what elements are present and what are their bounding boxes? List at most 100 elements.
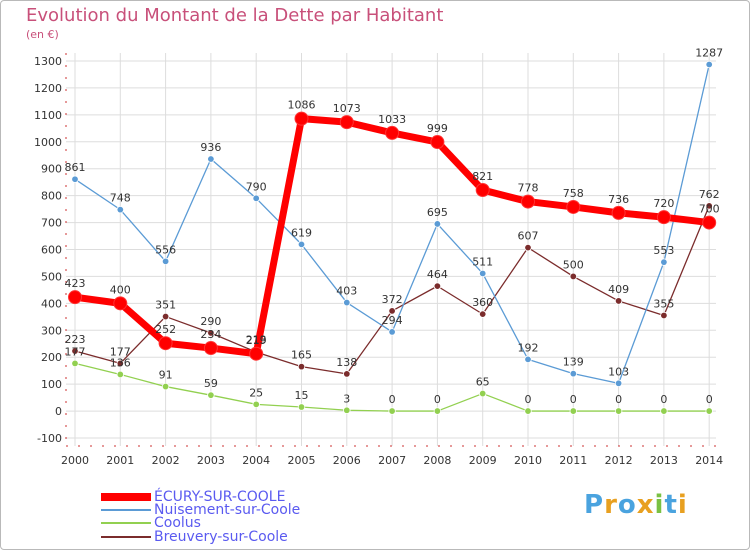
data-label: 3 — [343, 392, 350, 405]
data-label: 1287 — [695, 47, 723, 60]
y-tick-label: 1100 — [34, 109, 62, 122]
data-label: 65 — [476, 376, 490, 389]
legend-swatch-breuvery — [101, 536, 151, 538]
data-point — [343, 298, 351, 307]
data-label: 736 — [608, 193, 629, 206]
y-tick-label: 500 — [41, 270, 62, 283]
x-tick-label: 2003 — [197, 454, 225, 467]
logo-letter: r — [604, 490, 618, 520]
data-label: 223 — [65, 333, 86, 346]
y-tick-label: 1000 — [34, 136, 62, 149]
data-label: 290 — [200, 315, 221, 328]
data-label: 0 — [525, 393, 532, 406]
x-tick-label: 2002 — [152, 454, 180, 467]
data-point — [71, 347, 79, 355]
y-tick-label: 0 — [55, 405, 62, 418]
data-point — [161, 382, 170, 391]
data-label: 423 — [65, 277, 86, 290]
data-label: 861 — [65, 161, 86, 174]
data-label: 409 — [608, 283, 629, 296]
logo-letter: i — [677, 490, 688, 520]
y-tick-label: 800 — [41, 190, 62, 203]
data-label: 778 — [518, 182, 539, 195]
data-point — [207, 391, 215, 399]
data-label: 0 — [434, 393, 441, 406]
data-label: 1086 — [288, 99, 316, 112]
data-point — [388, 307, 396, 315]
y-tick-label: 600 — [41, 244, 62, 257]
data-label: 360 — [472, 296, 493, 309]
data-point — [660, 258, 668, 266]
data-label: 165 — [291, 349, 312, 362]
data-label: 294 — [382, 314, 403, 327]
data-point — [203, 341, 218, 356]
legend-swatch-coolus — [101, 522, 151, 524]
legend-swatch-ecury — [101, 493, 151, 501]
data-label: 252 — [155, 323, 176, 336]
data-point — [339, 115, 354, 130]
data-label: 695 — [427, 206, 448, 219]
data-point — [656, 210, 671, 225]
data-label: 553 — [653, 244, 674, 257]
data-point — [524, 407, 532, 415]
data-point — [479, 389, 487, 398]
data-point — [71, 359, 79, 368]
x-tick-label: 2001 — [106, 454, 134, 467]
x-tick-label: 2006 — [333, 454, 361, 467]
data-label: 748 — [110, 192, 131, 205]
data-point — [113, 296, 128, 311]
x-tick-label: 2004 — [242, 454, 270, 467]
data-point — [116, 370, 124, 379]
data-point — [297, 403, 306, 411]
x-tick-label: 2012 — [605, 454, 633, 467]
x-tick-label: 2009 — [469, 454, 497, 467]
legend-item-breuvery: Breuvery-sur-Coole — [101, 529, 288, 545]
data-point — [158, 336, 173, 351]
y-tick-label: 900 — [41, 163, 62, 176]
data-point — [252, 400, 260, 409]
data-label: 0 — [660, 393, 667, 406]
data-label: 139 — [563, 356, 584, 369]
data-label: 25 — [249, 386, 263, 399]
data-label: 556 — [155, 243, 176, 256]
x-tick-label: 2010 — [514, 454, 542, 467]
data-point — [433, 220, 442, 228]
x-tick-label: 2013 — [650, 454, 678, 467]
data-label: 91 — [159, 369, 173, 382]
data-point — [479, 269, 487, 278]
data-label: 758 — [563, 187, 584, 200]
data-label: 234 — [200, 328, 221, 341]
legend-label-breuvery: Breuvery-sur-Coole — [154, 529, 288, 545]
data-label: 0 — [389, 393, 396, 406]
data-point — [614, 297, 623, 305]
data-point — [569, 369, 577, 378]
data-point — [388, 328, 396, 336]
data-label: 1033 — [378, 113, 406, 126]
y-tick-label: -100 — [37, 432, 62, 445]
data-point — [614, 379, 623, 388]
legend-label-ecury: ÉCURY-SUR-COOLE — [154, 489, 286, 505]
data-point — [161, 312, 170, 321]
data-point — [71, 175, 79, 183]
legend-swatch-nuisement — [101, 509, 151, 511]
x-tick-label: 2000 — [61, 454, 89, 467]
data-point — [68, 290, 82, 305]
data-point — [343, 406, 351, 414]
data-point — [207, 329, 215, 337]
data-point — [660, 407, 668, 415]
x-tick-label: 2008 — [423, 454, 451, 467]
data-point — [475, 182, 490, 197]
data-label: 136 — [110, 356, 131, 369]
data-label: 219 — [246, 334, 267, 347]
data-point — [521, 194, 535, 209]
data-label: 936 — [200, 141, 221, 154]
data-label: 177 — [65, 345, 86, 358]
data-point — [479, 310, 487, 318]
data-point — [524, 243, 532, 252]
data-label: 213 — [246, 334, 267, 347]
data-label: 177 — [110, 345, 131, 358]
logo-letter: t — [664, 490, 678, 520]
y-tick-label: 300 — [41, 324, 62, 337]
data-point — [116, 205, 124, 214]
data-point — [433, 407, 442, 415]
